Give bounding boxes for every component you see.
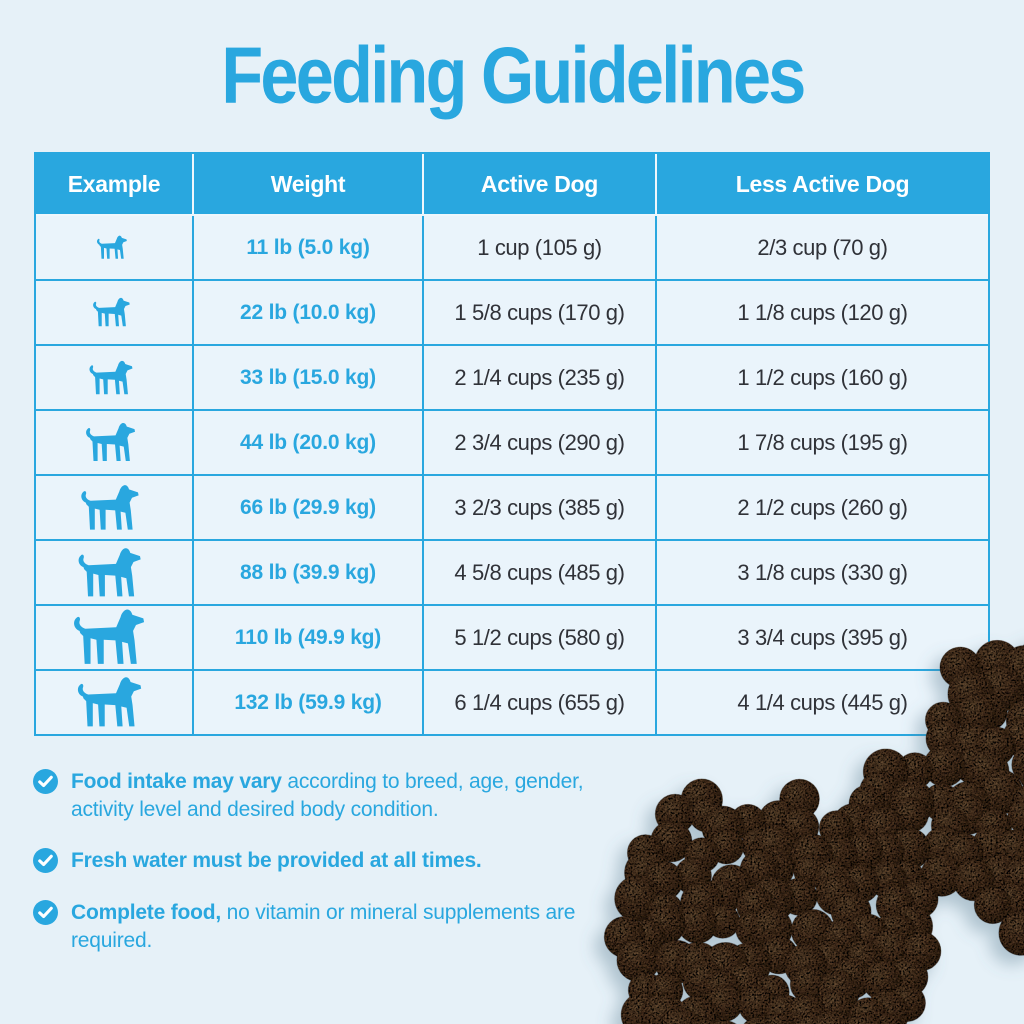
column-header-active-dog: Active Dog [424,154,655,214]
check-circle-icon [33,769,58,794]
note-rest-text: no vitamin or mineral supplements are re… [71,901,576,952]
note-item: Complete food, no vitamin or mineral sup… [33,899,608,954]
less-active-dog-cell: 3 1/8 cups (330 g) [657,541,988,604]
note-item: Food intake may vary according to breed,… [33,768,608,823]
note-text: Food intake may vary according to breed,… [71,768,591,823]
weight-cell: 11 lb (5.0 kg) [194,216,422,279]
active-dog-cell: 2 3/4 cups (290 g) [424,411,655,474]
column-header-weight: Weight [194,154,422,214]
check-circle-icon [33,848,58,873]
weight-cell: 132 lb (59.9 kg) [194,671,422,734]
note-text: Fresh water must be provided at all time… [71,847,482,875]
example-cell [36,281,192,344]
note-bold-text: Food intake may vary [71,770,282,793]
active-dog-cell: 1 cup (105 g) [424,216,655,279]
feeding-table-body: 11 lb (5.0 kg) 1 cup (105 g) 2/3 cup (70… [36,216,988,734]
less-active-dog-cell: 1 1/2 cups (160 g) [657,346,988,409]
active-dog-cell: 5 1/2 cups (580 g) [424,606,655,669]
check-circle-icon [33,900,58,925]
feeding-table-header-row: Example Weight Active Dog Less Active Do… [36,154,988,216]
note-item: Fresh water must be provided at all time… [33,847,608,875]
weight-cell: 88 lb (39.9 kg) [194,541,422,604]
less-active-dog-cell: 1 1/8 cups (120 g) [657,281,988,344]
less-active-dog-cell: 2/3 cup (70 g) [657,216,988,279]
dog-silhouette-icon [87,360,141,396]
example-cell [36,671,192,734]
note-bold-text: Complete food, [71,901,222,925]
less-active-dog-cell: 3 3/4 cups (395 g) [657,606,988,669]
page-title: Feeding Guidelines [220,31,806,121]
feeding-table: Example Weight Active Dog Less Active Do… [34,152,990,736]
weight-cell: 33 lb (15.0 kg) [194,346,422,409]
example-cell [36,411,192,474]
note-text: Complete food, no vitamin or mineral sup… [71,899,591,954]
active-dog-cell: 2 1/4 cups (235 g) [424,346,655,409]
dog-silhouette-icon [78,484,150,532]
note-bold-text: Fresh water must be provided at all time… [71,849,482,873]
less-active-dog-cell: 2 1/2 cups (260 g) [657,476,988,539]
less-active-dog-cell: 1 7/8 cups (195 g) [657,411,988,474]
weight-cell: 66 lb (29.9 kg) [194,476,422,539]
active-dog-cell: 1 5/8 cups (170 g) [424,281,655,344]
column-header-less-active-dog: Less Active Dog [657,154,988,214]
dog-silhouette-icon [91,297,137,328]
page-title-wrap: Feeding Guidelines [0,30,1024,120]
dog-silhouette-icon [75,547,153,599]
dog-silhouette-icon [83,422,145,463]
weight-cell: 44 lb (20.0 kg) [194,411,422,474]
notes-list: Food intake may vary according to breed,… [33,768,608,979]
active-dog-cell: 3 2/3 cups (385 g) [424,476,655,539]
example-cell [36,541,192,604]
example-cell [36,606,192,669]
less-active-dog-cell: 4 1/4 cups (445 g) [657,671,988,734]
active-dog-cell: 6 1/4 cups (655 g) [424,671,655,734]
example-cell [36,346,192,409]
example-cell [36,216,192,279]
dog-silhouette-icon [70,608,158,667]
weight-cell: 110 lb (49.9 kg) [194,606,422,669]
note-rest-text: according to breed, age, gender, activit… [71,770,584,821]
dog-silhouette-icon [74,676,154,729]
active-dog-cell: 4 5/8 cups (485 g) [424,541,655,604]
dog-silhouette-icon [95,235,133,260]
column-header-example: Example [36,154,192,214]
weight-cell: 22 lb (10.0 kg) [194,281,422,344]
example-cell [36,476,192,539]
